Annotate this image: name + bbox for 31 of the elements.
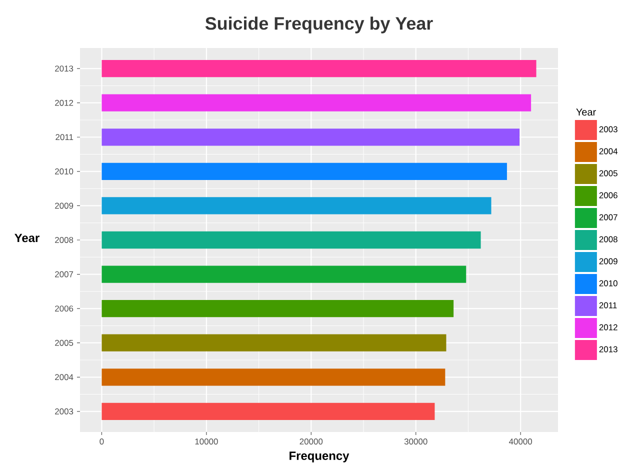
- legend-label: 2007: [599, 214, 618, 220]
- x-tick-label: 20000: [300, 438, 323, 445]
- y-tick-label: 2007: [55, 271, 74, 278]
- x-axis-title: Frequency: [290, 452, 350, 462]
- legend-label: 2013: [599, 346, 618, 352]
- chart-title: Suicide Frequency by Year: [205, 16, 433, 34]
- legend-label: 2010: [599, 280, 618, 286]
- y-tick-label: 2011: [56, 134, 74, 140]
- x-tick-label: 30000: [404, 438, 428, 445]
- y-tick-label: 2013: [55, 66, 74, 72]
- legend-label: 2011: [599, 302, 617, 308]
- y-tick-label: 2005: [55, 340, 74, 346]
- x-tick-label: 0: [100, 438, 104, 445]
- y-tick-label: 2003: [55, 408, 74, 414]
- legend-label: 2008: [599, 236, 618, 242]
- y-tick-label: 2008: [55, 237, 74, 243]
- legend-label: 2009: [599, 258, 618, 264]
- legend-label: 2004: [599, 148, 618, 154]
- y-tick-label: 2009: [55, 202, 74, 209]
- legend-label: 2006: [599, 192, 618, 198]
- y-tick-label: 2012: [55, 100, 74, 106]
- x-tick-label: 40000: [508, 438, 532, 445]
- y-axis-title: Year: [14, 234, 40, 242]
- legend-title: Year: [576, 108, 596, 116]
- x-tick-label: 10000: [195, 438, 218, 445]
- legend-label: 2003: [599, 126, 618, 132]
- y-tick-label: 2010: [55, 168, 74, 174]
- legend-label: 2012: [599, 324, 618, 330]
- y-tick-label: 2006: [55, 306, 74, 312]
- legend-label: 2005: [599, 170, 618, 176]
- y-tick-label: 2004: [55, 374, 74, 380]
